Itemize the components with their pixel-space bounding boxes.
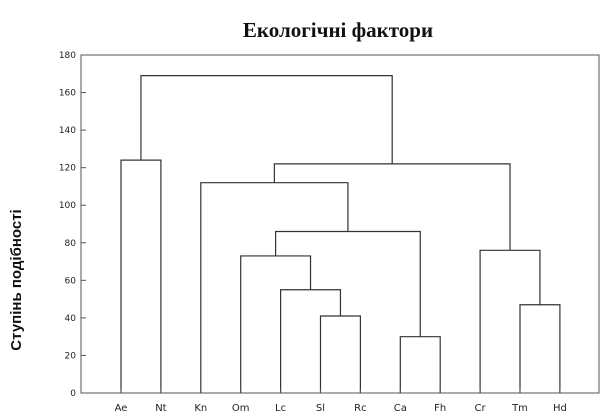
leaf-label: Hd — [553, 403, 567, 414]
y-axis: 0 20 40 60 80 100 120 140 160 180 — [59, 51, 86, 399]
leaf-label: Kn — [194, 403, 207, 414]
dendrogram-link — [399, 336, 441, 393]
chart-title: Екологічні фактори — [243, 18, 433, 42]
leaf-label: Fh — [434, 403, 446, 414]
plot-frame — [80, 54, 600, 394]
dendrogram-link — [519, 304, 561, 393]
y-tick-label: 140 — [59, 126, 76, 136]
dendrogram-links — [120, 75, 561, 393]
dendrogram-link — [280, 289, 342, 393]
leaf-label: Lc — [275, 403, 286, 414]
y-tick-label: 0 — [70, 389, 76, 399]
leaf-label: Ca — [394, 403, 407, 414]
dendrogram-link — [319, 315, 361, 393]
dendrogram-link — [240, 255, 312, 393]
dendrogram-link — [275, 230, 421, 337]
y-tick-label: 40 — [65, 314, 77, 324]
leaf-label: Sl — [316, 403, 325, 414]
y-tick-label: 180 — [59, 51, 76, 61]
dendrogram-link — [140, 75, 393, 164]
leaf-label: Tm — [511, 403, 528, 414]
y-tick-label: 20 — [65, 351, 77, 361]
leaf-label: Rc — [354, 403, 366, 414]
y-tick-label: 160 — [59, 89, 76, 99]
y-axis-label: Ступінь подібності — [8, 209, 25, 350]
leaf-label: Nt — [155, 403, 166, 414]
y-tick-label: 60 — [65, 276, 77, 286]
dendrogram-link — [120, 159, 162, 393]
dendrogram-link — [479, 249, 541, 393]
y-tick-label: 120 — [59, 164, 76, 174]
dendrogram-link — [273, 163, 511, 251]
leaf-label: Ae — [115, 403, 128, 414]
y-tick-label: 100 — [59, 201, 76, 211]
leaf-label: Om — [232, 403, 250, 414]
leaf-labels: Ae Nt Kn Om Lc Sl Rc Ca Fh Cr Tm Hd — [115, 389, 567, 414]
dendrogram-link — [200, 182, 349, 393]
leaf-label: Cr — [475, 403, 487, 414]
y-tick-label: 80 — [65, 239, 77, 249]
